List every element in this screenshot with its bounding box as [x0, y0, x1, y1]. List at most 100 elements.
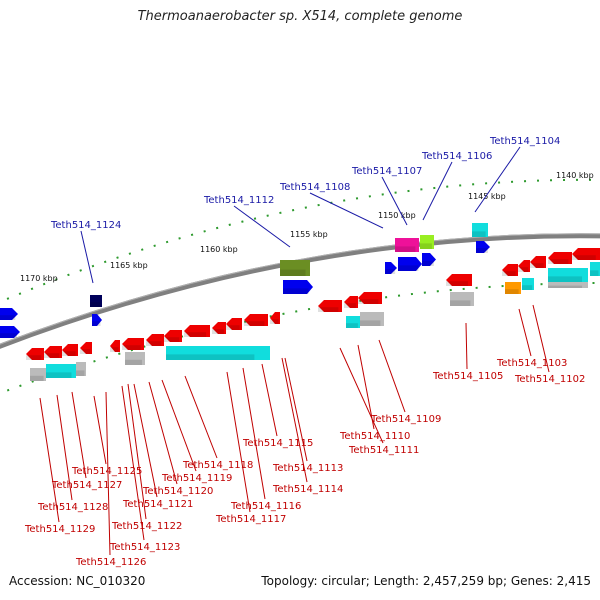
- bottom-label-connector: [281, 357, 308, 483]
- gene-shade: [472, 231, 486, 237]
- gene-label-top: Teth514_1104: [489, 136, 560, 147]
- gene-label-top: Teth514_1112: [203, 195, 274, 206]
- gene-shade: [344, 303, 356, 308]
- top-label-connector: [381, 176, 408, 226]
- gene-feature: [125, 352, 145, 365]
- gene-feature: [472, 223, 488, 237]
- topology-text: Topology: circular; Length: 2,457,259 bp…: [261, 574, 591, 588]
- gene-feature: [344, 296, 358, 308]
- gene-label-bottom: Teth514_1111: [348, 445, 419, 456]
- gene-shade: [505, 289, 519, 294]
- outer-tick-ring: [0, 178, 600, 304]
- gene-feature: [572, 248, 600, 260]
- gene-feature: [280, 260, 310, 276]
- gene-feature: [80, 342, 92, 354]
- gene-feature: [90, 295, 102, 307]
- gene-shade: [244, 321, 265, 326]
- gene-shade: [30, 375, 44, 381]
- gene-feature: [184, 325, 210, 337]
- gene-label-bottom: Teth514_1118: [182, 460, 253, 471]
- gene-feature: [44, 346, 62, 358]
- gene-shade: [62, 351, 76, 356]
- gene-feature: [522, 278, 534, 290]
- gene-shade: [0, 315, 16, 320]
- gene-feature: [122, 338, 144, 350]
- gene-feature: [548, 268, 588, 282]
- gene-shade: [385, 269, 396, 274]
- gene-feature: [548, 252, 572, 264]
- gene-label-bottom: Teth514_1127: [51, 480, 122, 491]
- gene-feature: [146, 334, 164, 346]
- gene-feature: [110, 340, 120, 352]
- bottom-label-connector: [133, 383, 158, 498]
- top-label-connector: [80, 230, 94, 284]
- gene-label-bottom: Teth514_1115: [242, 438, 313, 449]
- gene-feature: [164, 330, 182, 342]
- gene-shade: [90, 302, 101, 307]
- gene-label-bottom: Teth514_1105: [432, 371, 503, 382]
- gene-feature: [26, 348, 44, 360]
- gene-label-bottom: Teth514_1102: [514, 374, 585, 385]
- bottom-label-connector: [56, 394, 73, 501]
- gene-shade: [446, 281, 469, 286]
- gene-feature: [46, 364, 76, 378]
- gene-label-bottom: Teth514_1122: [111, 521, 182, 532]
- gene-label-bottom: Teth514_1116: [230, 501, 301, 512]
- bottom-label-connector: [518, 308, 532, 357]
- gene-feature: [358, 292, 382, 304]
- top-label-connector: [309, 192, 384, 229]
- gene-feature: [505, 282, 521, 294]
- scale-tick-label: 1160 kbp: [200, 245, 238, 254]
- gene-shade: [398, 265, 419, 271]
- gene-shade: [212, 329, 224, 334]
- gene-shade: [26, 355, 42, 360]
- gene-feature: [0, 308, 18, 320]
- bottom-label-connector: [339, 347, 384, 444]
- scale-tick-label: 1150 kbp: [378, 211, 416, 220]
- gene-shade: [110, 347, 119, 352]
- bottom-label-connector: [127, 383, 147, 520]
- bottom-label-connector: [105, 391, 111, 556]
- gene-shade: [450, 300, 471, 306]
- scale-tick-label: 1155 kbp: [290, 230, 328, 239]
- gene-feature: [76, 362, 86, 376]
- gene-feature: [450, 292, 474, 306]
- gene-label-top: Teth514_1124: [50, 220, 121, 231]
- bottom-label-connector: [378, 339, 406, 413]
- gene-feature: [212, 322, 226, 334]
- gene-label-top: Teth514_1107: [351, 166, 422, 177]
- bottom-label-connector: [242, 367, 266, 500]
- bottom-label-connector: [284, 357, 308, 462]
- accession-text: Accession: NC_010320: [9, 574, 146, 588]
- gene-label-bottom: Teth514_1125: [71, 466, 142, 477]
- gene-label-bottom: Teth514_1113: [272, 463, 343, 474]
- gene-shade: [46, 372, 72, 378]
- scale-tick-label: 1140 kbp: [556, 171, 594, 180]
- gene-shade: [226, 325, 240, 330]
- gene-feature: [398, 257, 422, 271]
- gene-shade: [318, 307, 339, 312]
- gene-shade: [522, 285, 533, 290]
- gene-shade: [518, 267, 529, 272]
- bottom-label-connector: [184, 375, 218, 459]
- gene-shade: [122, 345, 141, 350]
- gene-feature: [226, 318, 242, 330]
- gene-shade: [80, 349, 91, 354]
- gene-label-top: Teth514_1106: [421, 151, 492, 162]
- gene-shade: [146, 341, 162, 346]
- bottom-label-connector: [357, 344, 375, 430]
- gene-feature: [385, 262, 397, 274]
- gene-shade: [548, 259, 569, 264]
- gene-label-bottom: Teth514_1103: [496, 358, 567, 369]
- gene-feature: [395, 238, 419, 252]
- gene-feature: [270, 312, 280, 324]
- gene-label-bottom: Teth514_1120: [142, 486, 213, 497]
- bottom-label-connector: [93, 395, 107, 465]
- gene-shade: [166, 354, 255, 360]
- gene-label-bottom: Teth514_1114: [272, 484, 343, 495]
- gene-shade: [92, 321, 101, 326]
- gene-feature: [518, 260, 530, 272]
- gene-shade: [422, 260, 434, 266]
- gene-shade: [530, 263, 544, 268]
- gene-shade: [164, 337, 180, 342]
